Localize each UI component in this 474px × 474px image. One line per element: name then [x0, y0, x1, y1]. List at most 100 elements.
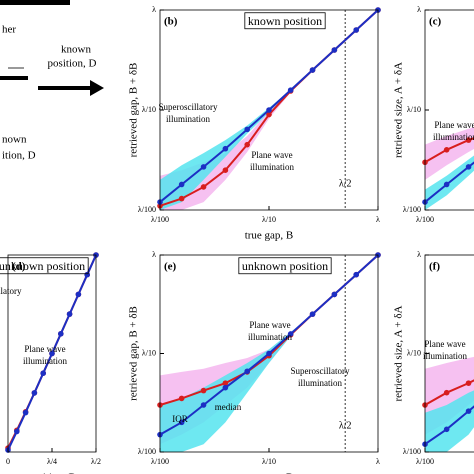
diagram-text: known	[61, 44, 91, 56]
panel-title: unknown position	[242, 259, 328, 273]
data-point	[331, 47, 338, 53]
data-point	[443, 426, 450, 433]
x-tick-label: λ/10	[262, 457, 276, 466]
annotation: Plane wave	[251, 150, 292, 160]
data-point	[266, 111, 272, 118]
data-point	[443, 181, 450, 188]
panel-title: unknown position	[0, 259, 85, 273]
data-point	[178, 195, 185, 202]
data-point	[222, 384, 229, 391]
data-point	[244, 141, 251, 148]
data-point	[58, 331, 64, 337]
data-point	[266, 107, 272, 113]
y-tick-label: λ/100	[403, 205, 421, 214]
title-box	[238, 257, 332, 275]
panel-tag: (c)	[429, 16, 442, 28]
data-point	[331, 291, 338, 298]
data-point	[465, 137, 472, 143]
data-point	[244, 126, 251, 133]
x-tick-label: λ	[376, 457, 380, 466]
title-box	[244, 12, 326, 30]
annotation: Superoscillatory	[291, 366, 350, 376]
data-point	[178, 395, 185, 402]
y-tick-label: λ/10	[142, 105, 156, 114]
y-tick-label: λ	[417, 250, 421, 259]
data-point	[222, 145, 229, 152]
y-tick-label: λ/10	[407, 348, 421, 357]
y-axis-label: retrieved size, A + δA	[393, 305, 405, 401]
panel: 0λ/4λ/2position, Dretrieved position(d)u…	[0, 252, 101, 474]
y-tick-label: λ/100	[403, 447, 421, 456]
annotation: illumination	[298, 378, 342, 388]
reference-label: λ/2	[339, 420, 352, 431]
x-tick-label: λ/100	[151, 215, 169, 224]
x-tick-label: λ/2	[91, 457, 101, 466]
data-point	[266, 350, 272, 357]
data-point	[75, 291, 82, 298]
y-tick-label: λ	[152, 5, 156, 14]
data-point	[200, 164, 207, 170]
y-axis-label: retrieved size, A + δA	[393, 62, 405, 158]
x-tick-label: 0	[6, 457, 10, 466]
annotation: illumination	[423, 351, 467, 361]
y-tick-label: λ	[152, 250, 156, 259]
annotation: Plane wave	[434, 120, 474, 130]
annotation: Plane wave	[424, 339, 465, 349]
data-point	[465, 164, 472, 170]
x-axis-label: true gap, B	[245, 472, 294, 474]
y-axis-label: retrieved gap, B + δB	[128, 306, 140, 401]
x-tick-label: λ/100	[151, 457, 169, 466]
annotation: illumination	[248, 332, 292, 342]
annotation: Superoscillatory	[159, 102, 218, 112]
y-tick-label: λ/10	[407, 105, 421, 114]
data-point	[353, 27, 360, 33]
annotation: median	[215, 402, 242, 412]
data-point	[49, 350, 55, 357]
top-bar	[0, 0, 70, 5]
data-point	[309, 67, 316, 73]
y-axis-label: retrieved gap, B + δB	[128, 63, 140, 158]
x-tick-label: λ/100	[416, 215, 434, 224]
iqr-band	[425, 127, 474, 180]
annotation: Superoscillatory	[0, 286, 22, 296]
x-tick-label: λ/4	[47, 457, 57, 466]
data-point	[84, 271, 90, 278]
data-point	[244, 368, 251, 375]
data-point	[465, 380, 472, 386]
diagram-text: her	[2, 24, 16, 36]
data-point	[22, 409, 29, 416]
data-point	[13, 428, 20, 435]
x-tick-label: λ/10	[262, 215, 276, 224]
y-tick-label: λ/10	[142, 348, 156, 357]
data-point	[40, 370, 46, 377]
diagram-arrowhead	[90, 80, 104, 96]
data-point	[200, 402, 207, 408]
data-point	[222, 380, 229, 386]
data-point	[443, 146, 450, 153]
data-point	[200, 387, 207, 394]
reference-label: λ/2	[339, 178, 352, 189]
x-axis-label: true gap, B	[245, 230, 294, 242]
series-line	[424, 161, 474, 203]
annotation: illumination	[433, 132, 474, 142]
data-point	[222, 167, 229, 174]
panel-tag: (f)	[429, 261, 440, 273]
data-point	[465, 408, 472, 414]
panel-tag: (e)	[164, 261, 177, 273]
panel: λ/2 λ/100 λ/10 λ λ/100 λ/10 λ true gap, B retrie…	[128, 5, 381, 242]
annotation: Plane wave	[249, 320, 290, 330]
panel-title: known position	[248, 14, 322, 28]
data-point	[178, 181, 185, 188]
annotation: IQR	[172, 414, 188, 424]
diagram-text: nown	[2, 134, 27, 146]
diagram-text: ition, D	[2, 150, 36, 162]
x-tick-label: λ	[376, 215, 380, 224]
annotation: illumination	[250, 162, 294, 172]
y-tick-label: λ	[417, 5, 421, 14]
data-point	[31, 390, 38, 396]
x-tick-label: λ/100	[416, 457, 434, 466]
data-point	[66, 311, 73, 317]
y-tick-label: λ/100	[138, 205, 156, 214]
